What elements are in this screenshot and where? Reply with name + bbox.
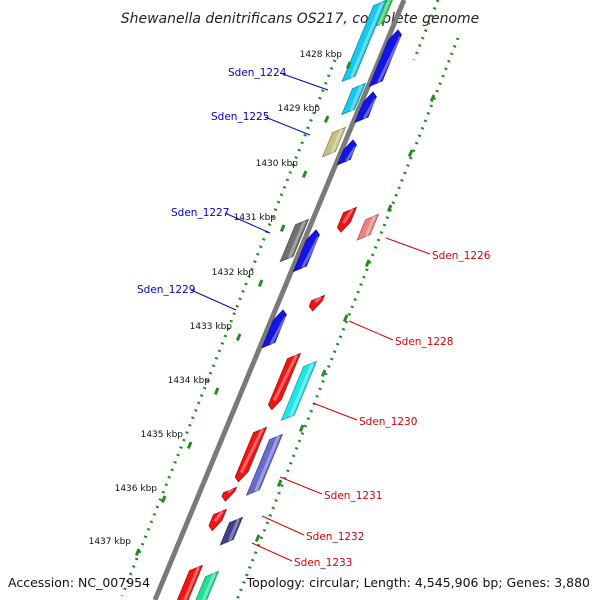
gene-block-sden-1225b[interactable] [354,91,377,124]
tick-label: 1430 kbp [256,159,299,169]
tick-mark [320,369,327,378]
tick-label: 1433 kbp [190,322,233,332]
leader-line [264,116,311,136]
tick-mark [235,333,242,342]
gene-block-sden-1224a[interactable] [341,0,388,83]
leader-line [348,320,394,341]
gene-block-sden-1225a[interactable] [341,82,367,116]
tick-mark [364,259,371,268]
tick-mark [342,314,349,323]
reverse-tick-track-top [412,0,440,61]
gene-block-sden-1230a[interactable] [267,352,302,411]
tick-label: 1431 kbp [234,213,277,223]
leader-line [251,542,293,562]
leader-line [385,237,431,255]
tick-mark [213,387,220,396]
leader-line [279,72,329,91]
leader-line [312,402,358,421]
gene-block-bottom-mint[interactable] [190,570,220,600]
gene-label-reverse[interactable]: Sden_1230 [359,416,417,428]
gene-block-sden-1228[interactable] [308,294,326,312]
gene-block-sden-1229a[interactable] [292,229,320,273]
tick-label: 1432 kbp [212,268,255,278]
leader-line [224,212,271,234]
tick-label: 1436 kbp [115,484,158,494]
gene-label-forward[interactable]: Sden_1229 [137,284,195,296]
gene-block-sden-1230b[interactable] [280,360,318,422]
gene-block-sden-1226a[interactable] [336,206,358,233]
forward-tick-track [120,59,337,597]
map-title: Shewanella denitrificans OS217, complete… [121,11,480,27]
gene-block-sden-1224b[interactable] [368,29,402,88]
tick-label: 1429 kbp [278,104,321,114]
gene-label-reverse[interactable]: Sden_1226 [432,250,491,262]
gene-label-reverse[interactable]: Sden_1233 [294,557,352,569]
leader-line [261,515,305,536]
tick-mark [257,279,264,288]
accession-label: Accession: NC_007954 [8,575,150,590]
gene-label-forward[interactable]: Sden_1224 [228,67,287,79]
gene-label-reverse[interactable]: Sden_1231 [324,490,382,502]
tick-mark [429,94,436,103]
tick-mark [386,204,393,213]
tick-mark [323,115,330,124]
gene-block-sden-1229b[interactable] [261,309,287,349]
tick-label: 1437 kbp [89,537,132,547]
tick-mark [186,441,193,450]
tick-mark [298,424,305,433]
gene-block-sden-1226b[interactable] [356,213,380,241]
leader-line [190,289,237,311]
gene-block-sden-1231b[interactable] [245,433,284,496]
gene-block-sden-1225c[interactable] [321,126,347,158]
gene-block-sden-1232[interactable] [221,486,238,502]
tick-mark [279,224,286,233]
tick-label: 1428 kbp [300,50,343,60]
tick-mark [134,548,141,557]
tick-mark [301,170,308,179]
gene-label-forward[interactable]: Sden_1227 [171,207,229,219]
tick-mark [276,479,283,488]
tick-mark [160,495,167,504]
backbone [152,0,407,600]
leader-line [279,476,323,495]
gene-block-bottom-red[interactable] [174,564,204,600]
gene-block-sden-1233b[interactable] [219,516,244,546]
gene-block-sden-1233a[interactable] [208,508,228,532]
tick-mark [407,149,414,158]
topology-label: Topology: circular; Length: 4,545,906 bp… [246,575,590,590]
gene-label-forward[interactable]: Sden_1225 [211,111,269,123]
tick-label: 1434 kbp [168,376,211,386]
gene-block-sden-1227a[interactable] [336,139,357,166]
tick-mark [254,534,261,543]
gene-block-sden-1227b[interactable] [279,218,310,263]
tick-mark [345,61,352,70]
gene-label-reverse[interactable]: Sden_1228 [395,336,453,348]
gene-label-reverse[interactable]: Sden_1232 [306,531,364,543]
tick-label: 1435 kbp [141,430,184,440]
gene-block-sden-1231a[interactable] [234,426,268,483]
